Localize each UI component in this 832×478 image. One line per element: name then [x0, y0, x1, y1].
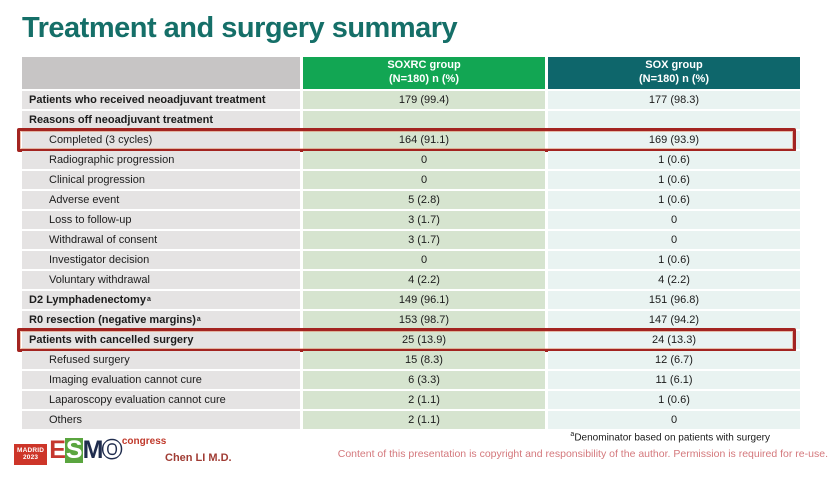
- summary-table: SOXRC group (N=180) n (%) SOX group (N=1…: [17, 57, 800, 431]
- esmo-letter-m: M: [82, 436, 104, 464]
- soxrc-group-sub: (N=180) n (%): [389, 73, 459, 85]
- sox-value: 147 (94.2): [548, 311, 800, 329]
- page-title: Treatment and surgery summary: [22, 12, 458, 44]
- header-cell-empty: [22, 57, 300, 89]
- table-row: D2 Lymphadenectomy a 149 (96.1) 151 (96.8): [22, 291, 800, 309]
- column-header-sox: SOX group (N=180) n (%): [548, 57, 800, 89]
- sox-value: 1 (0.6): [548, 251, 800, 269]
- esmo-wordmark: E S M O: [49, 436, 122, 464]
- soxrc-value: 15 (8.3): [303, 351, 545, 369]
- sox-value: 11 (6.1): [548, 371, 800, 389]
- soxrc-value: 3 (1.7): [303, 231, 545, 249]
- copyright-notice: Content of this presentation is copyrigh…: [337, 448, 828, 460]
- madrid-2023-badge: MADRID 2023: [14, 444, 48, 465]
- soxrc-value: 149 (96.1): [303, 291, 545, 309]
- soxrc-value: 0: [303, 151, 545, 169]
- soxrc-value: 3 (1.7): [303, 211, 545, 229]
- madrid-label: MADRID: [17, 447, 45, 454]
- sox-value: 151 (96.8): [548, 291, 800, 309]
- row-label: Investigator decision: [22, 251, 300, 269]
- table-row: R0 resection (negative margins) a 153 (98.…: [22, 311, 800, 329]
- sox-value: 169 (93.9): [548, 131, 800, 149]
- sox-value: 1 (0.6): [548, 171, 800, 189]
- table-row: Patients who received neoadjuvant treatm…: [22, 91, 800, 109]
- footnote: aDenominator based on patients with surg…: [570, 431, 770, 443]
- sox-value: 0: [548, 231, 800, 249]
- soxrc-value: 164 (91.1): [303, 131, 545, 149]
- row-label: Imaging evaluation cannot cure: [22, 371, 300, 389]
- sox-value: 12 (6.7): [548, 351, 800, 369]
- table-row: Investigator decision 0 1 (0.6): [22, 251, 800, 269]
- soxrc-value: [303, 111, 545, 129]
- sox-group-name: SOX group: [645, 59, 703, 72]
- sox-value: 1 (0.6): [548, 391, 800, 409]
- soxrc-value: 2 (1.1): [303, 391, 545, 409]
- row-label: Laparoscopy evaluation cannot cure: [22, 391, 300, 409]
- row-label: Patients who received neoadjuvant treatm…: [22, 91, 300, 109]
- row-label: Withdrawal of consent: [22, 231, 300, 249]
- soxrc-value: 25 (13.9): [303, 331, 545, 349]
- table-row: Others 2 (1.1) 0: [22, 411, 800, 429]
- sox-value: 4 (2.2): [548, 271, 800, 289]
- row-label: D2 Lymphadenectomy a: [22, 291, 300, 309]
- row-label: Reasons off neoadjuvant treatment: [22, 111, 300, 129]
- esmo-congress-logo: MADRID 2023 E S M O congress: [14, 436, 167, 465]
- soxrc-value: 5 (2.8): [303, 191, 545, 209]
- row-label: Voluntary withdrawal: [22, 271, 300, 289]
- row-label: Radiographic progression: [22, 151, 300, 169]
- table-rows: Patients who received neoadjuvant treatm…: [17, 91, 800, 429]
- table-row: Loss to follow-up 3 (1.7) 0: [22, 211, 800, 229]
- sox-value: 1 (0.6): [548, 151, 800, 169]
- sox-value: [548, 111, 800, 129]
- congress-label: congress: [121, 436, 167, 447]
- soxrc-value: 0: [303, 251, 545, 269]
- row-label: Clinical progression: [22, 171, 300, 189]
- footnote-text: Denominator based on patients with surge…: [574, 432, 770, 444]
- row-label: Patients with cancelled surgery: [22, 331, 300, 349]
- table-row: Laparoscopy evaluation cannot cure 2 (1.1…: [22, 391, 800, 409]
- row-label: Others: [22, 411, 300, 429]
- sox-value: 0: [548, 411, 800, 429]
- row-label: Completed (3 cycles): [22, 131, 300, 149]
- esmo-letter-e: E: [49, 436, 66, 464]
- soxrc-value: 179 (99.4): [303, 91, 545, 109]
- sox-value: 24 (13.3): [548, 331, 800, 349]
- author-credit: Chen LI M.D.: [165, 452, 232, 464]
- sox-value: 177 (98.3): [548, 91, 800, 109]
- table-row: Completed (3 cycles) 164 (91.1) 169 (93.9): [17, 128, 800, 152]
- column-header-soxrc: SOXRC group (N=180) n (%): [303, 57, 545, 89]
- table-row: Clinical progression 0 1 (0.6): [22, 171, 800, 189]
- table-header-row: SOXRC group (N=180) n (%) SOX group (N=1…: [22, 57, 800, 89]
- table-row: Adverse event 5 (2.8) 1 (0.6): [22, 191, 800, 209]
- soxrc-value: 4 (2.2): [303, 271, 545, 289]
- soxrc-group-name: SOXRC group: [387, 59, 461, 72]
- soxrc-value: 6 (3.3): [303, 371, 545, 389]
- table-row: Radiographic progression 0 1 (0.6): [22, 151, 800, 169]
- soxrc-value: 0: [303, 171, 545, 189]
- table-row: Imaging evaluation cannot cure 6 (3.3) 11 …: [22, 371, 800, 389]
- sox-group-sub: (N=180) n (%): [639, 73, 709, 85]
- row-label: Refused surgery: [22, 351, 300, 369]
- esmo-letter-s: S: [64, 436, 83, 464]
- row-label: Loss to follow-up: [22, 211, 300, 229]
- esmo-letter-o: O: [102, 436, 121, 464]
- row-label: R0 resection (negative margins) a: [22, 311, 300, 329]
- year-label: 2023: [22, 454, 39, 462]
- footnote-superscript: a: [570, 431, 575, 438]
- table-row: Patients with cancelled surgery 25 (13.9)…: [17, 328, 800, 352]
- soxrc-value: 2 (1.1): [303, 411, 545, 429]
- table-row: Refused surgery 15 (8.3) 12 (6.7): [22, 351, 800, 369]
- soxrc-value: 153 (98.7): [303, 311, 545, 329]
- table-row: Voluntary withdrawal 4 (2.2) 4 (2.2): [22, 271, 800, 289]
- sox-value: 0: [548, 211, 800, 229]
- row-label: Adverse event: [22, 191, 300, 209]
- table-row: Withdrawal of consent 3 (1.7) 0: [22, 231, 800, 249]
- table-row: Reasons off neoadjuvant treatment: [22, 111, 800, 129]
- sox-value: 1 (0.6): [548, 191, 800, 209]
